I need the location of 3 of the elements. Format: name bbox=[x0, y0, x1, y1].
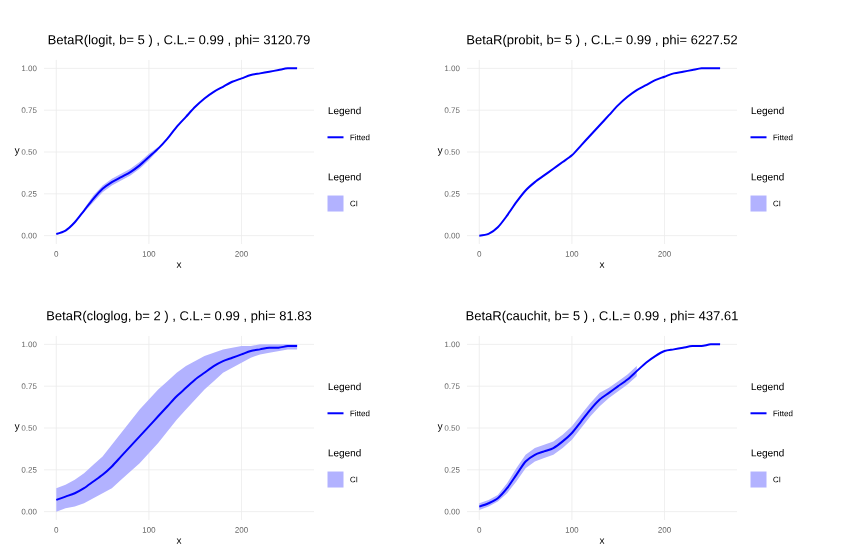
line-series bbox=[55, 67, 299, 235]
line-series bbox=[478, 343, 722, 508]
line-series bbox=[478, 67, 722, 237]
